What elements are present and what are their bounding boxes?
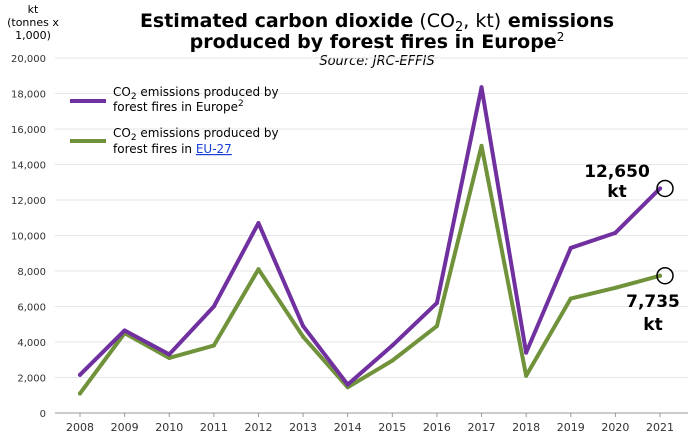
chart-title-line2: produced by forest fires in Europe2 bbox=[190, 30, 565, 53]
endpoint-marker-eu27 bbox=[656, 266, 674, 285]
legend-label-europe-line2: forest fires in Europe2 bbox=[113, 99, 244, 114]
endpoint-marker-europe bbox=[656, 179, 674, 198]
y-tick-label: 10,000 bbox=[11, 232, 46, 243]
y-axis: 0 2,000 4,000 6,000 8,000 10,000 12,000 14,000 1… bbox=[11, 54, 46, 420]
chart-source: Source: JRC-EFFIS bbox=[319, 54, 434, 69]
y-tick-label: 20,000 bbox=[11, 54, 46, 65]
data-point bbox=[167, 355, 172, 360]
series-line-europe bbox=[78, 85, 662, 387]
data-point bbox=[390, 358, 395, 363]
x-tick-label: 2013 bbox=[289, 421, 317, 434]
data-point bbox=[78, 372, 82, 377]
x-tick-label: 2018 bbox=[512, 421, 540, 434]
x-tick-label: 2012 bbox=[244, 421, 272, 434]
data-point bbox=[78, 391, 82, 396]
callout-eu27-unit: kt bbox=[643, 315, 662, 335]
data-point bbox=[479, 143, 484, 148]
data-point bbox=[122, 328, 127, 333]
x-tick-label: 2010 bbox=[155, 421, 183, 434]
callout-europe-value: 12,650 bbox=[584, 162, 650, 182]
data-point bbox=[256, 267, 261, 272]
endpoint-markers bbox=[656, 179, 674, 285]
y-tick-label: 0 bbox=[40, 409, 46, 420]
eu27-link[interactable]: EU-27 bbox=[196, 142, 232, 156]
data-point bbox=[345, 382, 350, 387]
data-point bbox=[301, 324, 306, 329]
legend-label-eu27-line1: CO2 emissions produced by bbox=[113, 126, 279, 143]
data-point bbox=[211, 304, 216, 309]
data-point bbox=[658, 273, 662, 278]
x-tick-label: 2014 bbox=[334, 421, 362, 434]
x-tick-label: 2015 bbox=[378, 421, 406, 434]
x-tick-label: 2016 bbox=[423, 421, 451, 434]
gridlines bbox=[55, 57, 688, 378]
legend-label-europe-line1: CO2 emissions produced by bbox=[113, 85, 279, 102]
y-tick-label: 18,000 bbox=[11, 90, 46, 101]
data-point bbox=[658, 186, 662, 191]
legend: CO2 emissions produced by forest fires i… bbox=[70, 85, 279, 156]
x-tick-label: 2019 bbox=[557, 421, 585, 434]
data-point bbox=[434, 324, 439, 329]
y-tick-label: 16,000 bbox=[11, 125, 46, 136]
data-point bbox=[524, 350, 529, 355]
data-point bbox=[390, 343, 395, 348]
y-axis-unit-line3: 1,000) bbox=[15, 29, 51, 42]
callout-europe-unit: kt bbox=[607, 182, 626, 202]
y-tick-label: 4,000 bbox=[17, 338, 46, 349]
data-point bbox=[301, 334, 306, 339]
data-point bbox=[568, 296, 573, 301]
y-tick-label: 14,000 bbox=[11, 161, 46, 172]
data-point bbox=[256, 221, 261, 226]
x-tick-label: 2009 bbox=[111, 421, 139, 434]
y-tick-label: 8,000 bbox=[17, 267, 46, 278]
callout-eu27-value: 7,735 bbox=[626, 292, 680, 312]
data-point bbox=[613, 285, 618, 290]
y-axis-unit-line2: (tonnes x bbox=[7, 16, 59, 29]
x-tick-label: 2021 bbox=[646, 421, 674, 434]
data-point bbox=[613, 230, 618, 235]
data-point bbox=[211, 343, 216, 348]
data-point bbox=[479, 85, 484, 90]
x-tick-label: 2017 bbox=[468, 421, 496, 434]
x-axis: 2008 2009 2010 2011 2012 2013 2014 2015 2016 2017… bbox=[55, 412, 688, 434]
data-point bbox=[167, 352, 172, 357]
y-tick-label: 2,000 bbox=[17, 374, 46, 385]
legend-label-eu27-line2: forest fires in EU-27 bbox=[113, 142, 232, 156]
y-tick-label: 6,000 bbox=[17, 303, 46, 314]
data-point bbox=[524, 373, 529, 378]
chart-title: Estimated carbon dioxide (CO2, kt) emiss… bbox=[140, 10, 614, 35]
x-tick-label: 2011 bbox=[200, 421, 228, 434]
x-tick-label: 2020 bbox=[601, 421, 629, 434]
series-line-eu27 bbox=[78, 143, 662, 396]
x-tick-label: 2008 bbox=[66, 421, 94, 434]
series-lines bbox=[78, 85, 662, 396]
y-tick-label: 12,000 bbox=[11, 196, 46, 207]
data-point bbox=[568, 245, 573, 250]
data-point bbox=[434, 300, 439, 305]
y-axis-unit-line1: kt bbox=[28, 3, 39, 16]
